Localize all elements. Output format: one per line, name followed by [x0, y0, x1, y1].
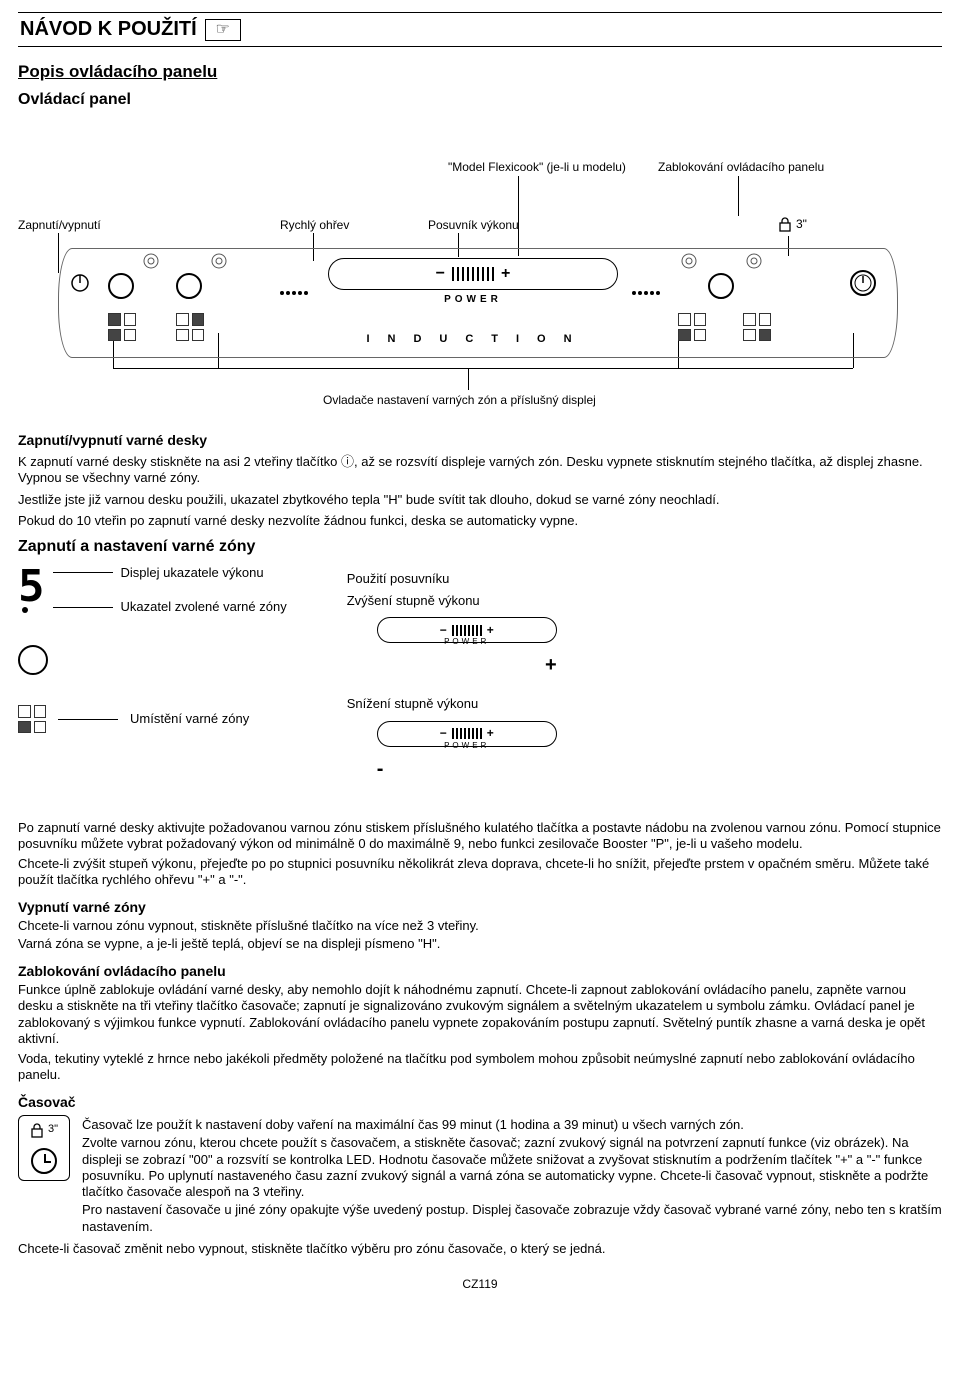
label-rychly: Rychlý ohřev — [280, 218, 349, 233]
section-ovladaci: Ovládací panel — [18, 90, 942, 110]
slider-decrease-diagram: − + POWER - — [377, 721, 557, 782]
zone-display-icon — [743, 252, 767, 272]
text-cas4: Chcete-li časovač změnit nebo vypnout, s… — [18, 1241, 942, 1257]
heading-vypnuti-zony: Vypnutí varné zóny — [18, 899, 942, 917]
hand-icon: ☞ — [205, 19, 241, 41]
slider-increase-diagram: − + POWER + — [377, 617, 557, 678]
text-zapnuti3: Pokud do 10 vteřin po zapnutí varné desk… — [18, 513, 942, 529]
lock-3sec: 3" — [796, 217, 807, 232]
lock-icon — [778, 216, 792, 232]
label-displej-vykonu: Displej ukazatele výkonu — [121, 565, 264, 581]
text-cas1: Časovač lze použít k nastavení doby vaře… — [82, 1117, 942, 1133]
page-title: NÁVOD K POUŽITÍ — [20, 17, 197, 42]
zone-grid-icon — [18, 705, 46, 733]
zone-display-icon — [678, 252, 702, 272]
text-vypn1: Chcete-li varnou zónu vypnout, stiskněte… — [18, 918, 942, 934]
power-slider: − + — [328, 258, 618, 290]
label-zvyseni: Zvýšení stupně výkonu — [347, 593, 557, 609]
power-icon — [70, 273, 90, 293]
text-cas2: Zvolte varnou zónu, kterou chcete použít… — [82, 1135, 942, 1200]
page-number: CZ119 — [18, 1277, 942, 1292]
zone-grid-icon — [176, 313, 204, 341]
zone-grid-icon — [108, 313, 136, 341]
label-model: "Model Flexicook" (je-li u modelu) — [448, 160, 626, 175]
zone-setup-diagram: 5 Displej ukazatele výkonu Ukazatel zvol… — [18, 565, 942, 800]
digit-5-icon: 5 — [18, 567, 41, 607]
text-zapnuti2: Jestliže jste již varnou desku použili, … — [18, 492, 942, 508]
section-popis: Popis ovládacího panelu — [18, 61, 942, 82]
label-pouziti-posuvniku: Použití posuvníku — [347, 571, 557, 587]
minus-sign: - — [377, 758, 384, 780]
text-after1: Po zapnutí varné desky aktivujte požadov… — [18, 820, 942, 853]
label-onoff: Zapnutí/vypnutí — [18, 218, 101, 233]
clock-icon — [31, 1148, 57, 1174]
label-ukazatel-zony: Ukazatel zvolené varné zóny — [121, 599, 287, 615]
plus-sign: + — [545, 654, 557, 676]
text-after2: Chcete-li zvýšit stupeň výkonu, přejeďte… — [18, 856, 942, 889]
heading-nastaveni-zony: Zapnutí a nastavení varné zóny — [18, 537, 942, 557]
zone-grid-icon — [678, 313, 706, 341]
label-snizeni: Snížení stupně výkonu — [347, 696, 557, 712]
lock-indicator: 3" — [778, 216, 807, 232]
timer-icon — [848, 268, 878, 298]
slider-power-label: POWER — [328, 294, 618, 307]
zone-grid-icon — [743, 313, 771, 341]
timer-box-icon: 3" — [18, 1115, 70, 1181]
quickheat-icon — [630, 273, 662, 299]
text-zab2: Voda, tekutiny vyteklé z hrnce nebo jaké… — [18, 1051, 942, 1084]
dot-indicator — [22, 607, 28, 613]
timer-3sec: 3" — [48, 1123, 58, 1137]
text-zapnuti1: K zapnutí varné desky stiskněte na asi 2… — [18, 454, 942, 487]
zone-display-icon — [208, 252, 232, 272]
title-bar: NÁVOD K POUŽITÍ ☞ — [18, 12, 942, 47]
text-cas3: Pro nastavení časovače u jiné zóny opaku… — [82, 1202, 942, 1235]
label-posuvnik: Posuvník výkonu — [428, 218, 519, 233]
lock-icon — [30, 1122, 44, 1138]
induction-label: INDUCTION — [298, 333, 658, 347]
quickheat-icon — [278, 273, 310, 299]
text-zab1: Funkce úplně zablokuje ovládání varné de… — [18, 982, 942, 1047]
heading-zablokovani: Zablokování ovládacího panelu — [18, 963, 942, 981]
label-ovladace: Ovladače nastavení varných zón a přísluš… — [323, 393, 596, 408]
zone-circle-icon — [18, 645, 48, 675]
heading-zapnuti-desky: Zapnutí/vypnutí varné desky — [18, 432, 942, 450]
label-umisteni: Umístění varné zóny — [130, 711, 249, 727]
label-zablok: Zablokování ovládacího panelu — [658, 160, 824, 175]
control-panel-diagram: Zapnutí/vypnutí Rychlý ohřev "Model Flex… — [18, 118, 938, 418]
text-vypn2: Varná zóna se vypne, a je-li ještě teplá… — [18, 936, 942, 952]
heading-casovac: Časovač — [18, 1094, 942, 1112]
zone-display-icon — [140, 252, 164, 272]
